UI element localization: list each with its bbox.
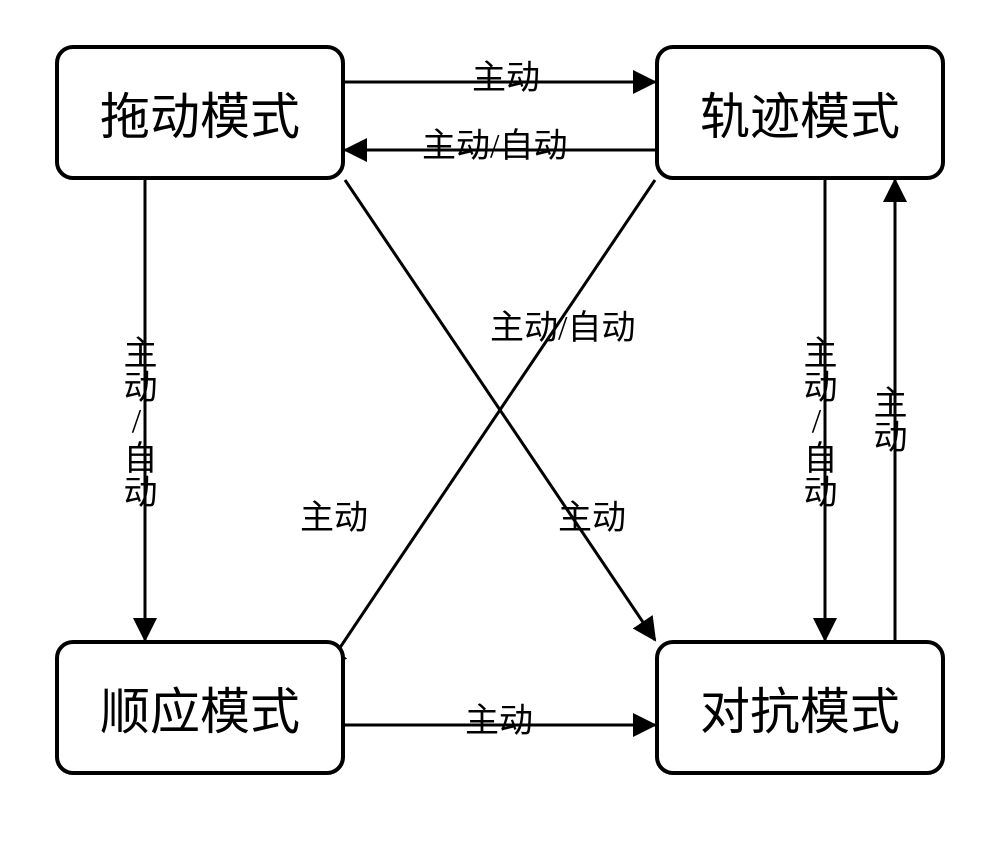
node-label: 顺应模式: [100, 672, 300, 744]
edge-label-oppose-to-track: 主动: [862, 385, 911, 453]
node-label: 拖动模式: [100, 77, 300, 149]
node-label: 轨迹模式: [700, 77, 900, 149]
edge-label-drag-to-track: 主动: [472, 50, 540, 99]
edge-label-track-to-drag: 主动/自动: [422, 118, 567, 167]
node-drag-mode: 拖动模式: [55, 45, 345, 180]
diagram-canvas: 拖动模式 轨迹模式 顺应模式 对抗模式 主动 主动/自动 主动/自动 主动/自动…: [0, 0, 1000, 845]
node-oppose-mode: 对抗模式: [655, 640, 945, 775]
edge-label-drag-to-oppose: 主动: [558, 490, 626, 539]
edge-label-track-to-oppose: 主动/自动: [792, 335, 841, 508]
edge-label-drag-to-comply: 主动/自动: [112, 335, 161, 508]
edge-label-track-to-comply-a: 主动/自动: [490, 300, 635, 349]
edge-label-track-to-comply-b: 主动: [300, 490, 368, 539]
node-label: 对抗模式: [700, 672, 900, 744]
node-track-mode: 轨迹模式: [655, 45, 945, 180]
node-comply-mode: 顺应模式: [55, 640, 345, 775]
edge-label-comply-to-oppose: 主动: [465, 693, 533, 742]
